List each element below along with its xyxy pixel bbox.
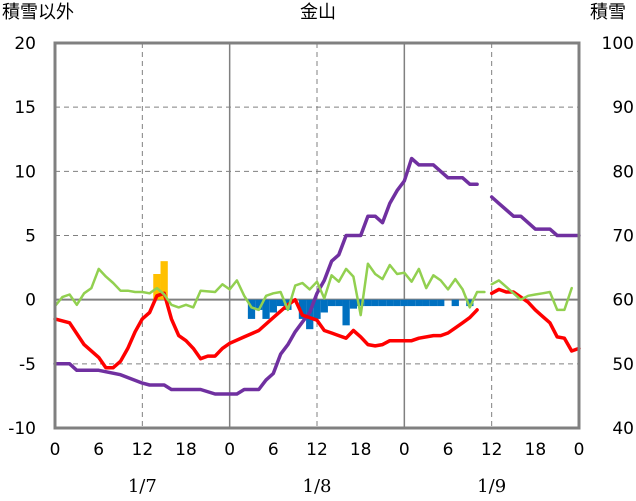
bar <box>437 299 445 307</box>
left-tick-label: 20 <box>14 34 36 54</box>
right-tick-label: 40 <box>612 419 634 439</box>
right-tick-label: 100 <box>602 34 634 54</box>
bar <box>451 299 459 307</box>
bar <box>371 299 379 307</box>
bar <box>298 299 307 319</box>
bar <box>255 299 263 310</box>
plot-frame <box>53 41 581 430</box>
bar <box>407 299 416 307</box>
right-tick-label: 70 <box>612 227 634 247</box>
hour-tick-label: 0 <box>399 440 410 460</box>
hour-tick-label: 18 <box>175 440 197 460</box>
hour-tick-label: 0 <box>50 440 61 460</box>
hour-tick-label: 18 <box>525 440 547 460</box>
series-line <box>490 279 573 312</box>
series-line <box>53 291 479 370</box>
left-tick-label: 10 <box>14 162 36 182</box>
bar <box>378 299 387 307</box>
right-tick-label: 50 <box>612 355 634 375</box>
bar <box>466 299 474 307</box>
bar <box>415 299 423 307</box>
date-label: 1/8 <box>303 476 332 497</box>
bar <box>364 299 372 307</box>
bar <box>349 299 358 309</box>
series-line <box>489 287 581 353</box>
left-tick-label: -10 <box>8 419 36 439</box>
hour-tick-label: 12 <box>306 440 328 460</box>
series-line <box>489 195 581 238</box>
line-series <box>53 156 581 396</box>
right-tick-label: 60 <box>612 291 634 311</box>
hour-tick-label: 6 <box>268 440 279 460</box>
bar <box>320 299 328 313</box>
left-tick-label: 5 <box>25 227 36 247</box>
bar <box>313 299 321 319</box>
date-label: 1/9 <box>477 476 506 497</box>
bar <box>357 299 365 307</box>
bar <box>393 299 401 307</box>
hour-tick-label: 6 <box>443 440 454 460</box>
series-line <box>53 262 486 317</box>
bar <box>335 299 343 307</box>
bar <box>160 261 168 300</box>
hour-tick-label: 0 <box>574 440 585 460</box>
hour-tick-label: 18 <box>350 440 372 460</box>
hour-tick-label: 0 <box>224 440 235 460</box>
left-tick-label: 0 <box>25 291 36 311</box>
left-axis-title: 積雪以外 <box>2 2 74 23</box>
bar <box>342 299 350 326</box>
right-tick-label: 80 <box>612 162 634 182</box>
date-label: 1/7 <box>128 476 157 497</box>
bar <box>327 299 336 307</box>
bar <box>269 299 277 313</box>
bar <box>400 299 408 307</box>
right-axis-title: 積雪 <box>590 2 626 23</box>
bar <box>153 274 161 300</box>
hour-tick-label: 12 <box>132 440 154 460</box>
hour-tick-label: 6 <box>93 440 104 460</box>
right-tick-label: 90 <box>612 98 634 118</box>
bar <box>429 299 438 307</box>
bar <box>262 299 270 319</box>
bar <box>247 299 256 319</box>
bar <box>276 299 285 307</box>
bar <box>422 299 430 307</box>
left-tick-label: -5 <box>19 355 36 375</box>
hour-tick-label: 12 <box>481 440 503 460</box>
left-tick-label: 15 <box>14 98 36 118</box>
bar <box>386 299 394 307</box>
chart-title: 金山 <box>300 2 336 23</box>
